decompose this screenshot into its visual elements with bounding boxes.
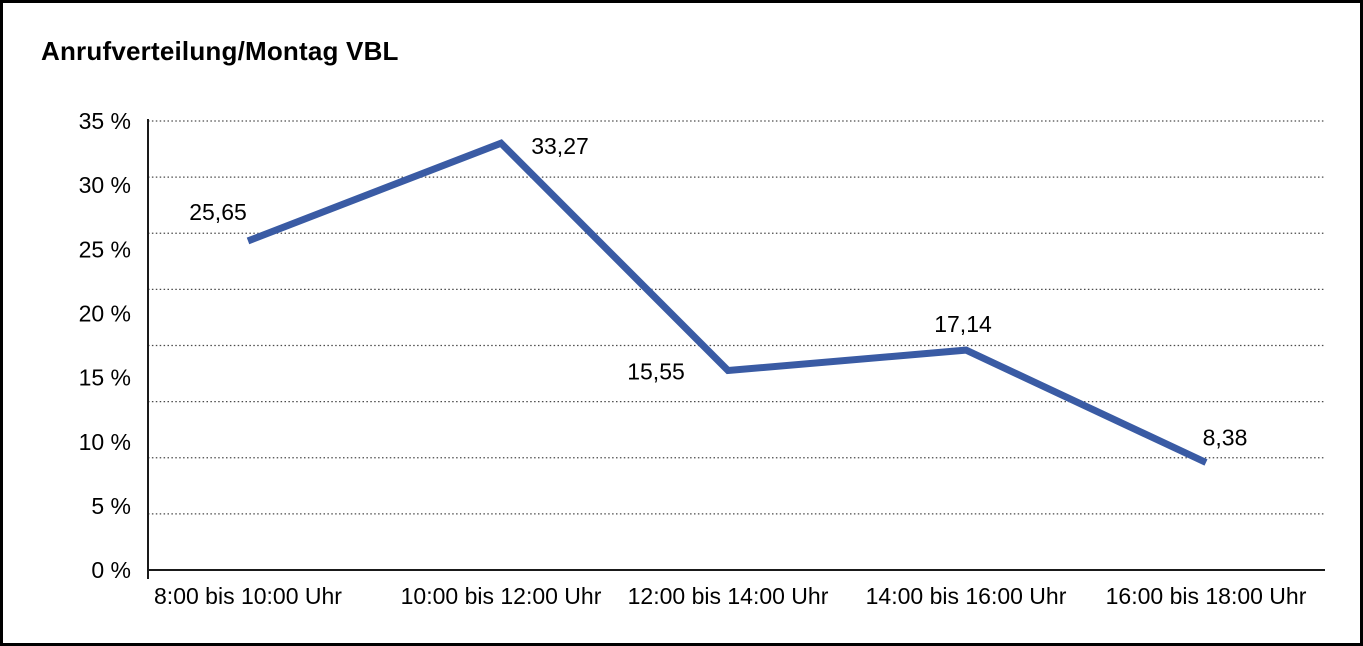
y-axis-tick-label: 30 % — [79, 172, 131, 198]
data-point-label: 33,27 — [531, 133, 589, 159]
line-chart-canvas: 35 % 30 % 25 % 20 % 15 % 10 % 5 % 0 % 8:00 bis 1… — [79, 108, 1325, 609]
data-point-label: 25,65 — [189, 199, 247, 225]
data-point-label: 8,38 — [1203, 425, 1248, 451]
y-axis-tick-label: 35 % — [79, 108, 131, 134]
x-axis-category-label: 8:00 bis 10:00 Uhr — [154, 583, 342, 609]
chart-title: Anrufverteilung/Montag VBL — [41, 36, 399, 66]
y-axis-tick-label: 10 % — [79, 429, 131, 455]
data-point-label: 15,55 — [627, 359, 685, 385]
x-axis-category-label: 16:00 bis 18:00 Uhr — [1106, 583, 1307, 609]
data-point-label: 17,14 — [934, 311, 992, 337]
x-axis-category-label: 10:00 bis 12:00 Uhr — [401, 583, 602, 609]
y-axis-tick-label: 20 % — [79, 300, 131, 326]
y-axis-tick-label: 0 % — [91, 557, 131, 583]
y-axis-tick-label: 25 % — [79, 236, 131, 262]
y-axis-tick-label: 15 % — [79, 365, 131, 391]
x-axis-category-label: 12:00 bis 14:00 Uhr — [628, 583, 829, 609]
x-axis-category-label: 14:00 bis 16:00 Uhr — [866, 583, 1067, 609]
data-line-series — [246, 139, 1208, 466]
y-axis-tick-label: 5 % — [91, 493, 131, 519]
